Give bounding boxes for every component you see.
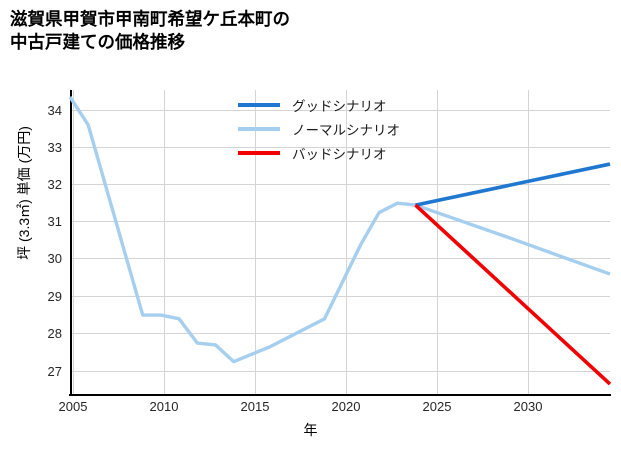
x-tick-label: 2025 [422,399,452,414]
x-axis-title: 年 [303,422,318,438]
x-tick-label: 2020 [331,399,361,414]
legend-item-good[interactable]: グッドシナリオ [238,93,458,117]
y-tick-label: 30 [47,251,62,266]
legend-item-normal[interactable]: ノーマルシナリオ [238,117,458,141]
gridline-x-2005 [73,90,74,396]
y-axis-title: 坪 (3.3㎡) 単価 (万円) [16,126,32,260]
y-tick-label: 34 [47,103,62,118]
gridline-y-32 [70,184,610,185]
gridline-y-27 [70,371,610,372]
y-tick-label: 29 [47,289,62,304]
x-axis-line [69,394,611,396]
gridline-x-2010 [164,90,165,396]
gridline-y-28 [70,333,610,334]
y-tick-label: 33 [47,140,62,155]
x-tick-label: 2030 [513,399,543,414]
legend-label-bad: バッドシナリオ [292,147,387,162]
y-axis-line [70,90,72,396]
x-tick-label: 2015 [240,399,270,414]
x-tick-label: 2005 [58,399,88,414]
gridline-y-31 [70,221,610,222]
legend-label-normal: ノーマルシナリオ [292,123,400,138]
x-tick-label: 2010 [149,399,179,414]
gridline-y-29 [70,296,610,297]
y-tick-label: 31 [47,214,62,229]
legend: グッドシナリオ ノーマルシナリオ バッドシナリオ [238,93,458,165]
y-tick-label: 28 [47,326,62,341]
y-tick-label: 27 [47,364,62,379]
legend-swatch-good [238,103,280,107]
legend-item-bad[interactable]: バッドシナリオ [238,141,458,165]
legend-swatch-bad [238,151,280,155]
legend-label-good: グッドシナリオ [292,99,387,114]
legend-swatch-normal [238,127,280,131]
gridline-y-30 [70,258,610,259]
chart-title: 滋賀県甲賀市甲南町希望ケ丘本町の 中古戸建ての価格推移 [10,9,290,53]
gridline-x-2030 [528,90,529,396]
y-tick-label: 32 [47,177,62,192]
